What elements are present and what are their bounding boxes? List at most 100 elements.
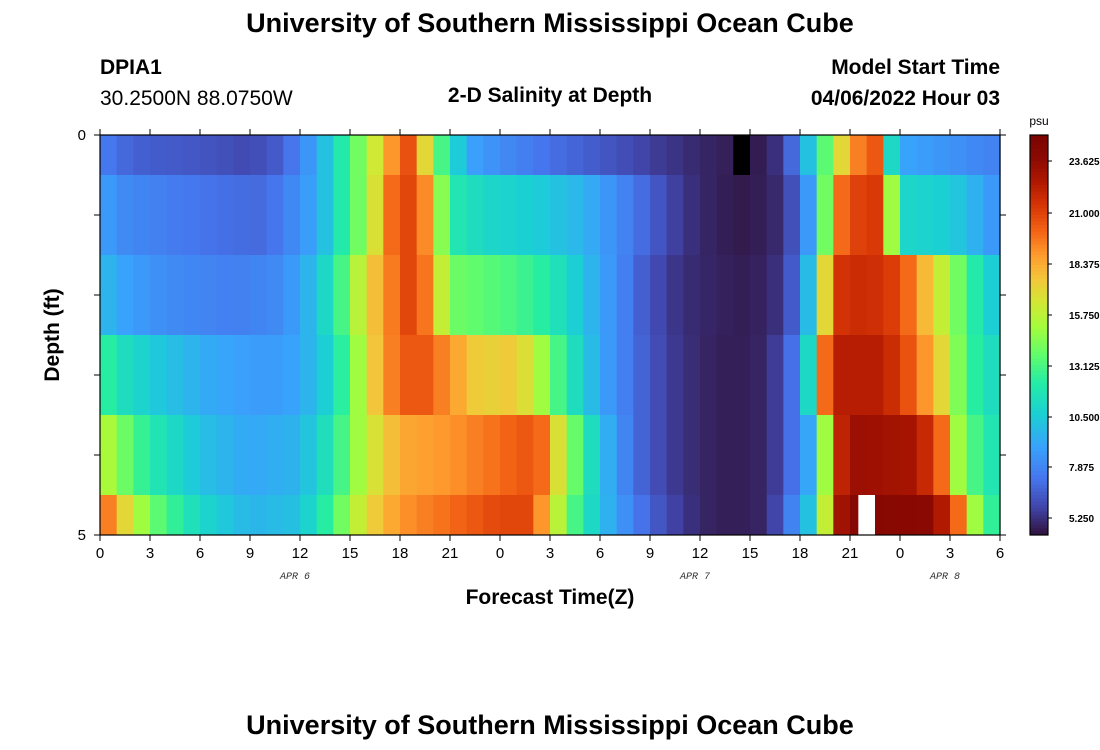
colorbar-segment [1030, 395, 1048, 399]
x-tick-label: 0 [496, 545, 504, 562]
colorbar-segment [1030, 525, 1048, 529]
heatmap-cell [883, 135, 901, 176]
colorbar-segment [1030, 265, 1048, 269]
colorbar-segment [1030, 365, 1048, 369]
colorbar-segment [1030, 475, 1048, 479]
heatmap-cell [433, 255, 451, 336]
heatmap-cell [233, 335, 251, 416]
colorbar-segment [1030, 458, 1048, 463]
heatmap-cell [950, 335, 968, 416]
heatmap-cell [150, 415, 168, 496]
colorbar-segment [1030, 301, 1048, 306]
heatmap-cell [616, 495, 634, 536]
heatmap-cell [983, 335, 1001, 416]
heatmap-cell [133, 415, 151, 496]
heatmap-cell [166, 495, 184, 536]
colorbar-segment [1030, 445, 1048, 449]
heatmap-cell [816, 415, 834, 496]
heatmap-cell [550, 415, 568, 496]
colorbar-segment [1030, 511, 1048, 516]
heatmap-cell [916, 135, 934, 176]
heatmap-cell [666, 255, 684, 336]
colorbar-segment [1030, 281, 1048, 286]
heatmap-cell [783, 495, 801, 536]
heatmap-cell [566, 335, 584, 416]
colorbar-segment [1030, 235, 1048, 239]
colorbar-segment [1030, 238, 1048, 243]
heatmap-cell [666, 495, 684, 536]
colorbar-segment [1030, 495, 1048, 499]
heatmap-cell [683, 335, 701, 416]
heatmap-cell [200, 495, 218, 536]
heatmap-cell [633, 135, 651, 176]
heatmap-cell [516, 495, 534, 536]
colorbar-segment [1030, 455, 1048, 459]
colorbar-segment [1030, 421, 1048, 426]
heatmap-cell [650, 135, 668, 176]
heatmap-cell [383, 175, 401, 256]
heatmap-cell [566, 175, 584, 256]
colorbar-label: 18.375 [1069, 260, 1100, 271]
heatmap-cell [700, 415, 718, 496]
heatmap-cell [650, 255, 668, 336]
heatmap-cell [366, 415, 384, 496]
heatmap-cell [950, 175, 968, 256]
heatmap-cell [133, 175, 151, 256]
heatmap-cell [733, 495, 751, 536]
colorbar-segment [1030, 275, 1048, 279]
colorbar-segment [1030, 471, 1048, 476]
heatmap-cell [733, 415, 751, 496]
heatmap-cell [150, 335, 168, 416]
heatmap-cell [350, 255, 368, 336]
heatmap-cell [483, 175, 501, 256]
heatmap-cell [533, 495, 551, 536]
colorbar-segment [1030, 528, 1048, 533]
heatmap-cell [766, 175, 784, 256]
heatmap-cell [783, 335, 801, 416]
heatmap-cell [166, 415, 184, 496]
heatmap-cell [783, 135, 801, 176]
heatmap-cell [316, 415, 334, 496]
heatmap-cell [983, 255, 1001, 336]
heatmap-cell [216, 135, 234, 176]
heatmap-cell [366, 335, 384, 416]
heatmap-cell [566, 495, 584, 536]
heatmap-cell [233, 255, 251, 336]
heatmap-cell [716, 335, 734, 416]
heatmap-cell [633, 255, 651, 336]
x-tick-label: 6 [196, 545, 204, 562]
heatmap-cell [666, 135, 684, 176]
colorbar-segment [1030, 175, 1048, 179]
heatmap-cell [366, 175, 384, 256]
heatmap-cell [233, 415, 251, 496]
heatmap-cell [333, 415, 351, 496]
colorbar-segment [1030, 198, 1048, 203]
heatmap-cell [666, 175, 684, 256]
heatmap-cell [700, 175, 718, 256]
heatmap-cell [600, 135, 618, 176]
colorbar-segment [1030, 325, 1048, 329]
heatmap-cell [700, 335, 718, 416]
heatmap-cell [350, 335, 368, 416]
heatmap-cell [616, 335, 634, 416]
colorbar-segment [1030, 371, 1048, 376]
heatmap-cell [600, 175, 618, 256]
colorbar-frame [1029, 134, 1049, 536]
heatmap-cell [700, 135, 718, 176]
colorbar-segment [1030, 285, 1048, 289]
heatmap-cell [750, 495, 768, 536]
colorbar-segment [1030, 341, 1048, 346]
heatmap-cell [466, 495, 484, 536]
plot-title: 2-D Salinity at Depth [447, 84, 653, 107]
colorbar-segment [1030, 358, 1048, 363]
heatmap-cell [450, 415, 468, 496]
heatmap-cell [500, 415, 518, 496]
heatmap-cell [933, 335, 951, 416]
colorbar-segment [1030, 338, 1048, 343]
heatmap-cell [400, 495, 418, 536]
heatmap-cell [250, 495, 268, 536]
heatmap-cell [666, 335, 684, 416]
heatmap-cell [216, 175, 234, 256]
heatmap-cell [916, 255, 934, 336]
heatmap-cell [500, 135, 518, 176]
